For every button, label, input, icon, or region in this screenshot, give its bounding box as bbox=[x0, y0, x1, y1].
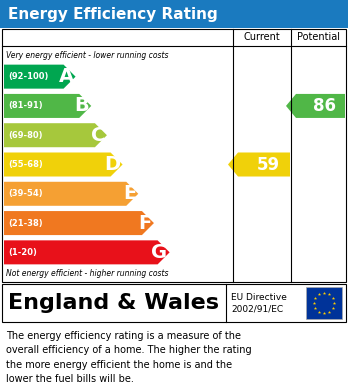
Bar bbox=[2, 284, 346, 322]
Bar bbox=[0, 0, 348, 28]
Text: The energy efficiency rating is a measure of the
overall efficiency of a home. T: The energy efficiency rating is a measur… bbox=[6, 331, 252, 384]
Text: F: F bbox=[139, 213, 152, 233]
Text: Very energy efficient - lower running costs: Very energy efficient - lower running co… bbox=[6, 52, 168, 61]
Text: B: B bbox=[74, 97, 89, 115]
Polygon shape bbox=[4, 240, 169, 264]
Text: (39-54): (39-54) bbox=[8, 189, 42, 198]
Text: EU Directive
2002/91/EC: EU Directive 2002/91/EC bbox=[231, 292, 287, 314]
Text: (21-38): (21-38) bbox=[8, 219, 42, 228]
Text: (92-100): (92-100) bbox=[8, 72, 48, 81]
Text: England & Wales: England & Wales bbox=[8, 293, 219, 313]
Bar bbox=[306, 287, 342, 319]
Text: E: E bbox=[123, 184, 136, 203]
Text: Not energy efficient - higher running costs: Not energy efficient - higher running co… bbox=[6, 269, 168, 278]
Text: (55-68): (55-68) bbox=[8, 160, 43, 169]
Text: G: G bbox=[151, 243, 168, 262]
Text: D: D bbox=[104, 155, 121, 174]
Bar bbox=[2, 29, 346, 282]
Text: (69-80): (69-80) bbox=[8, 131, 42, 140]
Text: (81-91): (81-91) bbox=[8, 101, 42, 110]
Polygon shape bbox=[4, 123, 107, 147]
Text: (1-20): (1-20) bbox=[8, 248, 37, 257]
Polygon shape bbox=[286, 94, 345, 118]
Polygon shape bbox=[4, 211, 154, 235]
Polygon shape bbox=[4, 152, 122, 176]
Text: 86: 86 bbox=[313, 97, 336, 115]
Text: 59: 59 bbox=[256, 156, 279, 174]
Polygon shape bbox=[4, 94, 91, 118]
Polygon shape bbox=[4, 182, 138, 206]
Polygon shape bbox=[228, 152, 290, 176]
Text: A: A bbox=[58, 67, 73, 86]
Text: Energy Efficiency Rating: Energy Efficiency Rating bbox=[8, 7, 218, 22]
Polygon shape bbox=[4, 65, 76, 89]
Text: Potential: Potential bbox=[297, 32, 340, 42]
Text: Current: Current bbox=[244, 32, 280, 42]
Text: C: C bbox=[90, 126, 105, 145]
